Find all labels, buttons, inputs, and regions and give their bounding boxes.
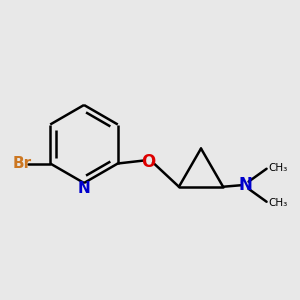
Text: Br: Br <box>13 156 32 171</box>
Text: N: N <box>78 181 90 196</box>
Text: O: O <box>141 153 156 171</box>
Text: CH₃: CH₃ <box>269 163 288 172</box>
Text: CH₃: CH₃ <box>269 198 288 208</box>
Text: N: N <box>238 176 253 194</box>
